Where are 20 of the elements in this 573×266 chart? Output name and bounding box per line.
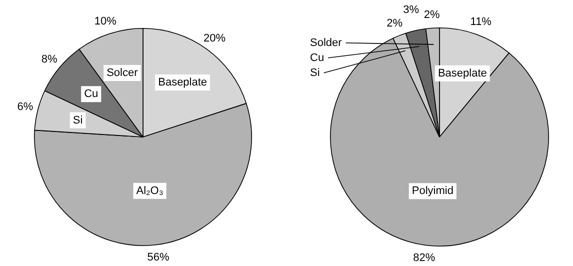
slice-label: Cu: [84, 88, 98, 100]
data-label: 6%: [17, 100, 34, 113]
slice-label: Al₂O₃: [136, 184, 164, 197]
data-label: 2%: [424, 9, 440, 22]
data-label: 10%: [94, 15, 117, 28]
slice-label: Polyimid: [412, 185, 454, 198]
data-label: 11%: [470, 16, 492, 28]
slice-label: Si: [72, 114, 83, 126]
data-label: 3%: [403, 4, 420, 16]
data-label: 8%: [41, 54, 58, 66]
data-label: 82%: [413, 252, 436, 264]
slice-label: Solder: [310, 36, 342, 49]
data-label: 56%: [147, 252, 170, 264]
slice-label: Baseplate: [438, 67, 487, 80]
slice-label: Si: [310, 66, 320, 79]
slice-label: Solcer: [106, 66, 138, 79]
data-label: 20%: [203, 32, 226, 45]
slice-label: Cu: [310, 52, 324, 64]
slice-label: Baseplate: [158, 76, 208, 89]
data-label: 2%: [386, 18, 403, 30]
